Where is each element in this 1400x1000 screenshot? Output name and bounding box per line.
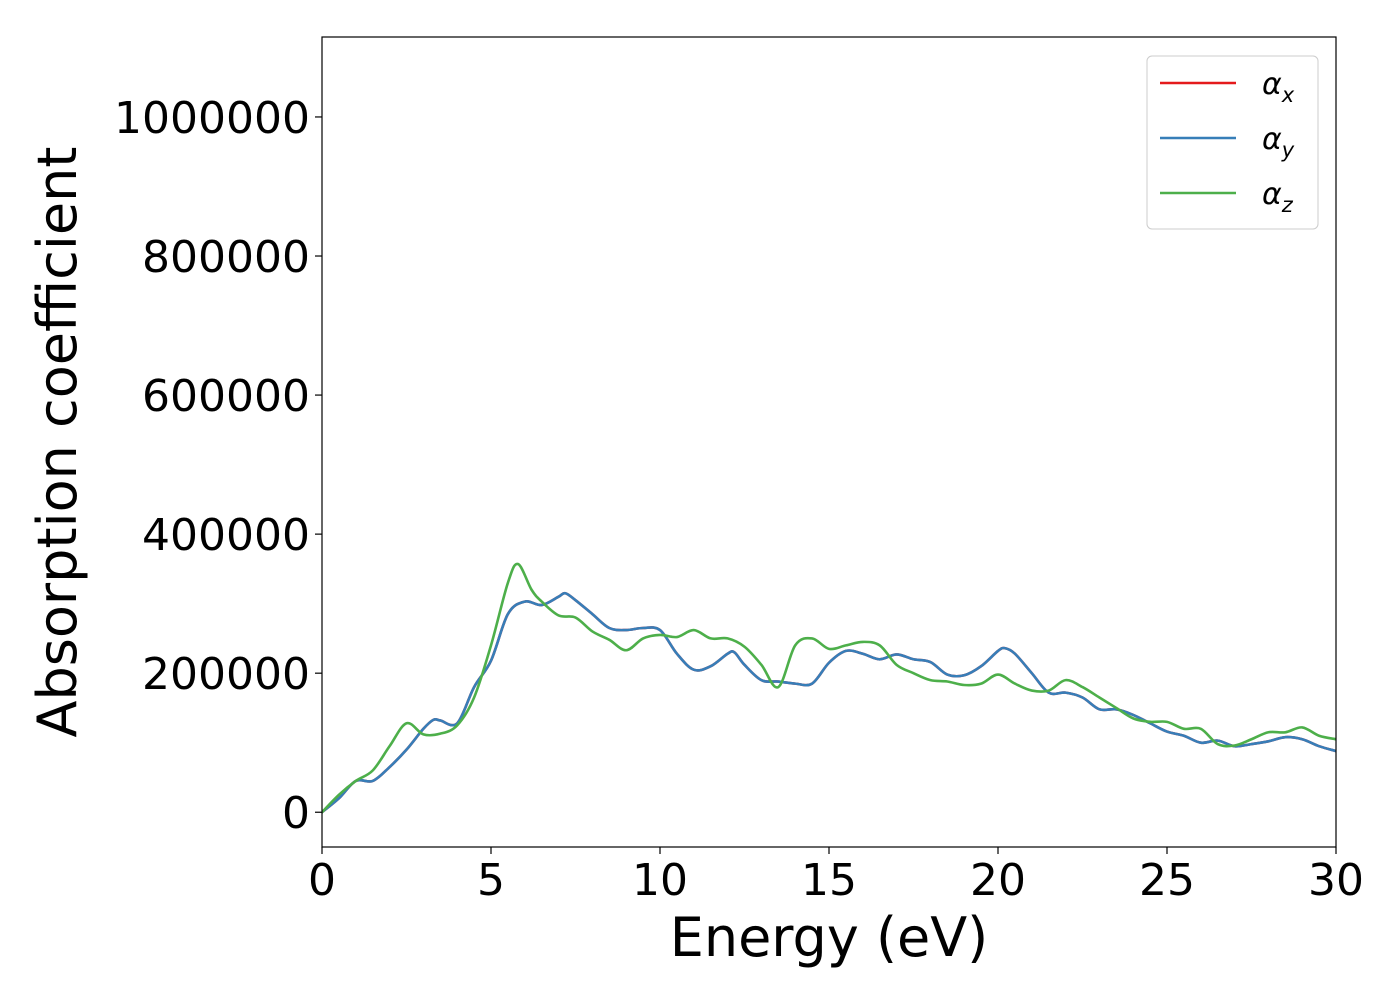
x-tick-label: 5 xyxy=(477,855,505,906)
x-tick-label: 25 xyxy=(1139,855,1195,906)
y-axis-title: Absorption coefficient xyxy=(26,147,89,738)
y-tick-label: 1000000 xyxy=(114,93,310,144)
x-axis-title: Energy (eV) xyxy=(670,906,989,969)
legend-label-z: αz xyxy=(1262,177,1294,217)
legend-box xyxy=(1146,55,1319,230)
series-line-z xyxy=(322,562,1336,814)
series-line-y xyxy=(322,591,1336,814)
x-tick-label: 10 xyxy=(632,855,688,906)
series-layer xyxy=(322,562,1336,814)
x-tick-label: 30 xyxy=(1308,855,1364,906)
x-tick-label: 0 xyxy=(308,855,336,906)
x-axis: 0 5 10 15 20 25 30 xyxy=(308,847,1364,906)
legend: αx αy αz xyxy=(1146,55,1319,230)
y-tick-label: 400000 xyxy=(142,510,310,561)
x-tick-label: 15 xyxy=(801,855,857,906)
legend-label-x: αx xyxy=(1262,67,1295,107)
y-tick-label: 0 xyxy=(282,788,310,839)
x-tick-label: 20 xyxy=(970,855,1026,906)
y-tick-label: 200000 xyxy=(142,649,310,700)
y-tick-label: 600000 xyxy=(142,371,310,422)
y-axis: 0 200000 400000 600000 800000 1000000 xyxy=(114,93,322,839)
legend-label-y: αy xyxy=(1262,122,1295,162)
y-tick-label: 800000 xyxy=(142,232,310,283)
